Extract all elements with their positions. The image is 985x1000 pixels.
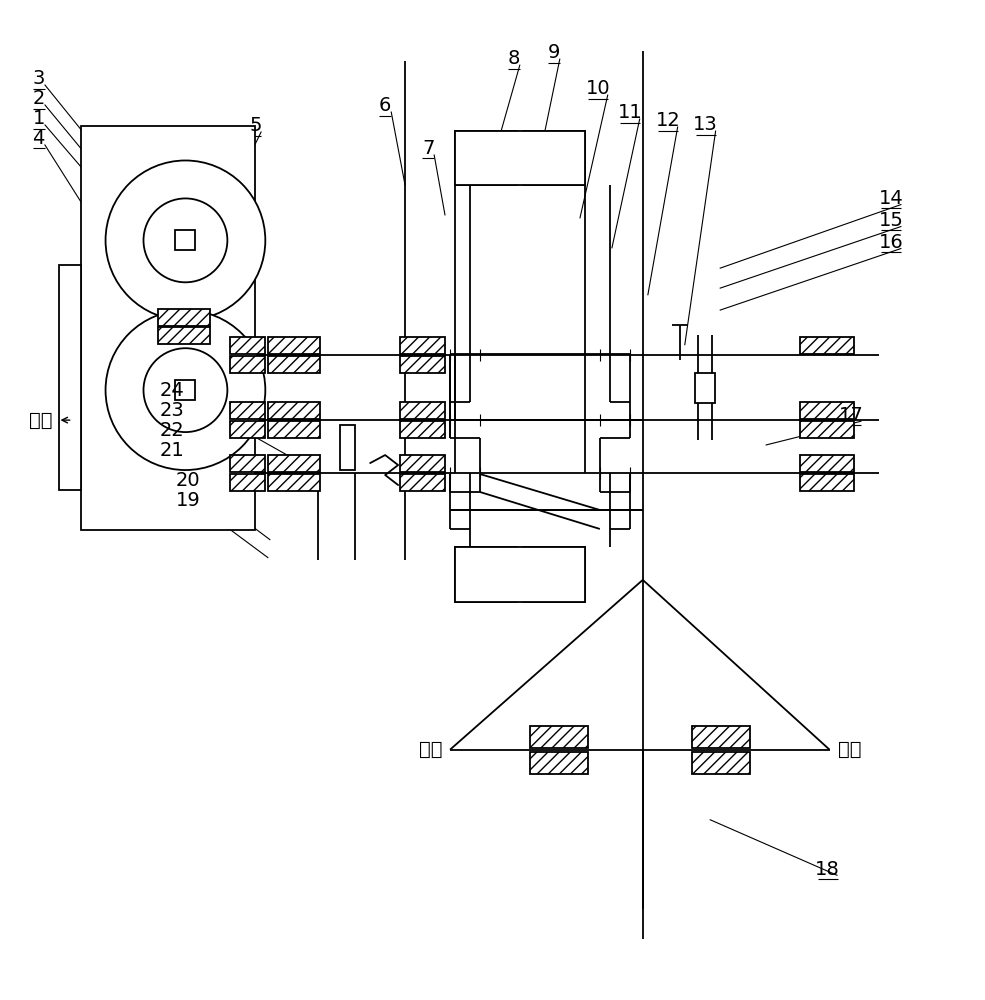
Text: 13: 13	[693, 115, 718, 134]
Bar	[400, 474, 445, 491]
Bar	[400, 421, 445, 438]
Text: 11: 11	[618, 103, 642, 122]
Bar	[455, 547, 585, 602]
Bar	[268, 421, 320, 438]
Bar	[81, 126, 255, 530]
Bar	[230, 337, 265, 354]
Text: 21: 21	[161, 441, 185, 460]
Text: 10: 10	[585, 79, 610, 98]
Bar	[455, 547, 517, 602]
Text: 22: 22	[161, 421, 185, 440]
Text: 23: 23	[161, 401, 185, 420]
Text: 20: 20	[176, 471, 201, 490]
Bar	[455, 131, 585, 185]
Bar	[159, 309, 211, 326]
Text: 2: 2	[33, 89, 45, 108]
Text: 6: 6	[379, 96, 391, 115]
Bar	[268, 356, 320, 373]
Text: 3: 3	[33, 69, 45, 88]
Text: 16: 16	[879, 233, 904, 252]
Text: 4: 4	[33, 129, 45, 148]
Bar	[230, 474, 265, 491]
Bar	[268, 402, 320, 419]
Bar	[800, 402, 855, 419]
Bar	[268, 474, 320, 491]
Text: 5: 5	[249, 116, 262, 135]
Bar	[691, 726, 750, 748]
Bar	[523, 547, 585, 602]
Text: 输入: 输入	[29, 411, 52, 430]
Bar	[530, 752, 588, 774]
Bar	[800, 421, 855, 438]
Bar	[340, 425, 356, 470]
Bar	[230, 455, 265, 472]
Bar	[800, 455, 855, 472]
Bar	[800, 337, 855, 354]
Bar	[400, 356, 445, 373]
Circle shape	[105, 310, 265, 470]
Bar	[230, 356, 265, 373]
Bar	[230, 421, 265, 438]
Bar	[400, 455, 445, 472]
Text: 15: 15	[879, 211, 904, 230]
Text: 输出: 输出	[419, 740, 442, 759]
Text: 14: 14	[879, 189, 904, 208]
Text: 12: 12	[655, 111, 680, 130]
Bar	[523, 131, 585, 185]
Text: 7: 7	[422, 139, 434, 158]
Text: 19: 19	[176, 490, 201, 510]
Bar	[455, 131, 517, 185]
Text: 输出: 输出	[837, 740, 861, 759]
Bar	[175, 380, 195, 400]
Text: 17: 17	[839, 406, 864, 425]
Bar	[159, 327, 211, 344]
Bar	[268, 455, 320, 472]
Bar	[230, 402, 265, 419]
Bar	[800, 474, 855, 491]
Bar	[530, 726, 588, 748]
Text: 9: 9	[548, 43, 560, 62]
Bar	[268, 337, 320, 354]
Bar	[59, 265, 81, 490]
Bar	[175, 230, 195, 250]
Text: 24: 24	[161, 381, 185, 400]
Text: 8: 8	[508, 49, 520, 68]
Text: 1: 1	[33, 109, 45, 128]
Circle shape	[144, 348, 228, 432]
Circle shape	[144, 198, 228, 282]
Text: 18: 18	[816, 860, 840, 879]
Circle shape	[105, 160, 265, 320]
Bar	[694, 373, 715, 403]
Bar	[400, 402, 445, 419]
Bar	[400, 337, 445, 354]
Bar	[691, 752, 750, 774]
